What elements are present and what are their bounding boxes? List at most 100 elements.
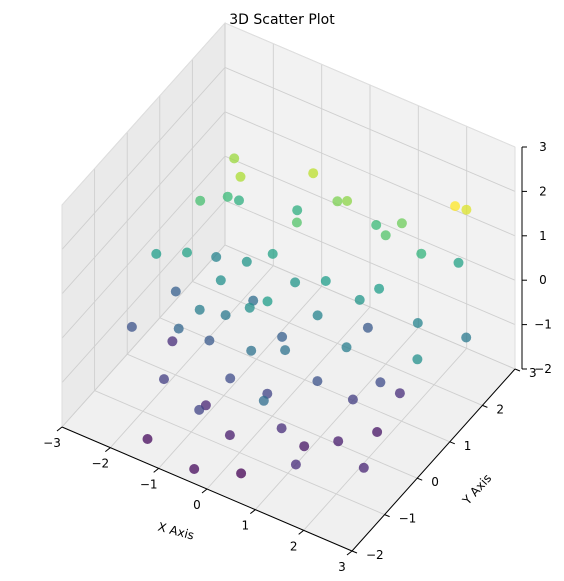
- y-tick-mark: [514, 368, 521, 372]
- data-point: [246, 345, 257, 356]
- data-point: [394, 388, 405, 399]
- y-tick-label: 1: [464, 439, 472, 453]
- y-tick-label: 3: [529, 366, 537, 380]
- data-point: [194, 404, 205, 415]
- data-point: [241, 256, 252, 267]
- y-tick-mark: [482, 404, 488, 408]
- data-point: [215, 275, 226, 286]
- data-point: [235, 171, 246, 182]
- data-point: [236, 468, 247, 479]
- data-point: [380, 230, 391, 241]
- z-tick-label: −2: [534, 362, 552, 376]
- data-point: [362, 322, 373, 333]
- data-point: [371, 220, 382, 230]
- grid-line-z: [61, 66, 516, 250]
- data-point: [258, 395, 269, 406]
- data-point: [292, 205, 303, 216]
- data-point: [290, 459, 301, 470]
- data-point: [277, 331, 288, 342]
- data-point: [333, 436, 344, 447]
- data-point: [342, 196, 353, 206]
- data-point: [159, 374, 169, 385]
- y-axis-line: [351, 368, 516, 552]
- data-point: [396, 218, 407, 229]
- z-tick-label: 1: [539, 229, 547, 243]
- data-point: [312, 310, 323, 321]
- data-point: [354, 294, 365, 305]
- pane-edge: [61, 22, 226, 206]
- z-tick-label: 2: [539, 184, 547, 198]
- data-point: [412, 318, 423, 328]
- data-point: [276, 423, 287, 434]
- y-tick-label: −2: [366, 548, 384, 562]
- x-tick-label: 2: [290, 539, 298, 553]
- data-point: [461, 204, 472, 215]
- data-points: [126, 153, 472, 479]
- x-tick-mark: [105, 447, 111, 453]
- data-point: [182, 247, 192, 258]
- x-tick-label: −2: [91, 457, 109, 471]
- data-point: [262, 296, 273, 307]
- y-tick-label: 0: [431, 475, 439, 489]
- y-tick-mark: [449, 441, 455, 445]
- data-point: [461, 332, 472, 343]
- chart-title: 3D Scatter Plot: [229, 12, 335, 28]
- data-point: [173, 323, 184, 334]
- x-tick-label: 3: [338, 560, 346, 574]
- data-point: [151, 248, 162, 259]
- data-point: [195, 195, 206, 206]
- data-point: [224, 430, 235, 441]
- x-tick-mark: [201, 488, 208, 494]
- data-point: [142, 434, 153, 444]
- x-tick-label: 0: [193, 498, 201, 512]
- data-point: [244, 302, 255, 313]
- y-axis-label: Y Axis: [459, 471, 494, 508]
- grid-line-z: [61, 111, 516, 295]
- data-point: [211, 252, 222, 262]
- data-point: [374, 283, 385, 294]
- data-point: [320, 276, 331, 286]
- data-point: [280, 345, 291, 356]
- x-tick-mark: [56, 426, 63, 432]
- data-point: [167, 336, 178, 347]
- data-point: [372, 427, 383, 437]
- data-point: [312, 376, 323, 387]
- x-tick-mark: [153, 467, 159, 473]
- data-point: [299, 441, 310, 452]
- data-point: [126, 321, 137, 332]
- data-point: [308, 168, 319, 179]
- data-point: [229, 153, 240, 164]
- data-point: [170, 286, 181, 297]
- data-point: [225, 373, 236, 384]
- data-point: [220, 310, 231, 321]
- x-tick-label: −1: [140, 477, 158, 491]
- data-point: [222, 191, 233, 202]
- data-point: [267, 248, 278, 259]
- x-axis-label: X Axis: [156, 520, 195, 543]
- data-point: [291, 217, 302, 228]
- pane-edge: [224, 22, 516, 148]
- grid-line-z: [61, 155, 516, 339]
- data-point: [450, 201, 461, 212]
- y-tick-label: −1: [399, 512, 417, 526]
- y-tick-mark: [351, 550, 358, 554]
- data-point: [341, 342, 352, 353]
- z-tick-label: −1: [534, 318, 552, 332]
- data-point: [194, 304, 205, 315]
- y-tick-label: 2: [496, 402, 504, 416]
- x-tick-mark: [250, 509, 256, 515]
- data-point: [204, 335, 215, 346]
- x-tick-label: −3: [43, 436, 61, 450]
- z-tick-label: 0: [539, 273, 547, 287]
- data-point: [290, 277, 301, 288]
- data-point: [412, 354, 423, 365]
- data-point: [375, 377, 386, 388]
- y-tick-mark: [384, 514, 390, 518]
- x-tick-mark: [298, 529, 304, 535]
- z-tick-label: 3: [539, 140, 547, 154]
- data-point: [358, 462, 369, 473]
- data-point: [453, 257, 464, 268]
- data-point: [347, 394, 358, 405]
